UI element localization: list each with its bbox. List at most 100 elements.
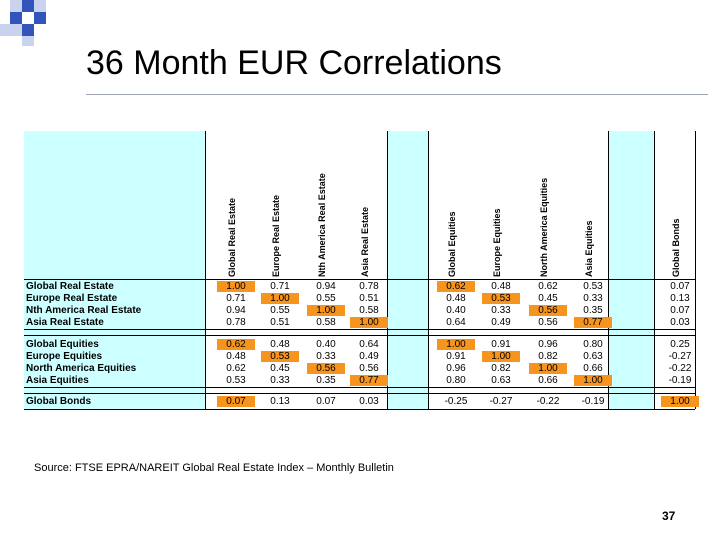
table-cell: 0.48 <box>226 351 246 362</box>
table-cell: 1.00 <box>217 281 255 292</box>
page-number: 37 <box>662 509 676 523</box>
table-cell: 0.33 <box>583 293 603 304</box>
table-cell: 0.53 <box>583 281 603 292</box>
table-cell: 0.03 <box>359 396 379 407</box>
row-label: North America Equities <box>26 363 137 374</box>
column-header: North America Equities <box>539 177 549 277</box>
table-cell: 0.48 <box>270 339 290 350</box>
correlation-table: Global Real Estate Europe Real Estate Nth … <box>24 131 699 410</box>
table-cell: 0.07 <box>670 281 690 292</box>
row-label: Global Real Estate <box>26 281 114 292</box>
row-label: Global Equities <box>26 339 99 350</box>
table-cell: 0.78 <box>226 317 246 328</box>
table-cell: 0.71 <box>270 281 290 292</box>
table-cell: 1.00 <box>437 339 475 350</box>
table-vline-0 <box>205 131 206 409</box>
table-cell: 0.71 <box>226 293 246 304</box>
column-header: Global Equities <box>447 211 457 277</box>
table-cell: 1.00 <box>574 375 612 386</box>
table-cell: 0.82 <box>538 351 558 362</box>
row-label: Europe Real Estate <box>26 293 118 304</box>
table-cell: 0.33 <box>270 375 290 386</box>
table-cell: 0.53 <box>261 351 299 362</box>
table-hline-3 <box>24 387 695 388</box>
table-cell: -0.27 <box>489 396 513 407</box>
table-hline-0 <box>24 279 695 280</box>
band-middle <box>387 131 428 409</box>
decorative-checker <box>0 0 80 60</box>
table-vline-4 <box>654 131 655 409</box>
table-cell: 0.51 <box>270 317 290 328</box>
row-label: Asia Real Estate <box>26 317 104 328</box>
table-cell: 0.64 <box>446 317 466 328</box>
band-left <box>24 131 205 409</box>
table-cell: -0.19 <box>581 396 605 407</box>
table-cell: 1.00 <box>482 351 520 362</box>
table-cell: 0.07 <box>217 396 255 407</box>
column-header: Global Real Estate <box>227 197 237 277</box>
table-cell: -0.25 <box>444 396 468 407</box>
table-cell: 1.00 <box>261 293 299 304</box>
table-vline-2 <box>428 131 429 409</box>
table-cell: 0.77 <box>574 317 612 328</box>
table-cell: 0.62 <box>226 363 246 374</box>
table-cell: 0.45 <box>538 293 558 304</box>
table-cell: 0.07 <box>670 305 690 316</box>
table-cell: 0.25 <box>670 339 690 350</box>
table-cell: 0.78 <box>359 281 379 292</box>
table-cell: -0.22 <box>668 363 692 374</box>
table-cell: 0.48 <box>491 281 511 292</box>
table-cell: 0.07 <box>316 396 336 407</box>
table-cell: 0.56 <box>307 363 345 374</box>
table-cell: 0.63 <box>583 351 603 362</box>
row-label: Asia Equities <box>26 375 89 386</box>
table-cell: 0.58 <box>359 305 379 316</box>
table-cell: 0.64 <box>359 339 379 350</box>
table-cell: 0.62 <box>217 339 255 350</box>
table-cell: 0.33 <box>491 305 511 316</box>
column-header: Nth America Real Estate <box>317 173 327 277</box>
table-hline-1 <box>24 329 695 330</box>
column-header: Europe Equities <box>492 208 502 277</box>
table-cell: 0.33 <box>316 351 336 362</box>
table-cell: -0.27 <box>668 351 692 362</box>
table-cell: 1.00 <box>661 396 699 407</box>
table-cell: 0.91 <box>491 339 511 350</box>
table-cell: 0.77 <box>350 375 388 386</box>
table-cell: 0.55 <box>316 293 336 304</box>
table-cell: 0.82 <box>491 363 511 374</box>
table-cell: 0.48 <box>446 293 466 304</box>
table-cell: 0.66 <box>583 363 603 374</box>
table-cell: 0.66 <box>538 375 558 386</box>
table-cell: 0.03 <box>670 317 690 328</box>
table-cell: 1.00 <box>529 363 567 374</box>
source-note: Source: FTSE EPRA/NAREIT Global Real Est… <box>34 462 394 474</box>
table-cell: 0.94 <box>316 281 336 292</box>
table-cell: 0.94 <box>226 305 246 316</box>
table-cell: 0.35 <box>316 375 336 386</box>
row-label: Global Bonds <box>26 396 91 407</box>
row-label: Europe Equities <box>26 351 103 362</box>
table-vline-5 <box>695 131 696 409</box>
table-cell: 0.49 <box>359 351 379 362</box>
table-cell: 0.40 <box>446 305 466 316</box>
column-header: Asia Equities <box>584 220 594 277</box>
table-cell: 1.00 <box>307 305 345 316</box>
table-cell: 0.80 <box>583 339 603 350</box>
table-cell: 0.35 <box>583 305 603 316</box>
column-header: Europe Real Estate <box>271 194 281 277</box>
band-right <box>608 131 654 409</box>
table-cell: 0.40 <box>316 339 336 350</box>
table-cell: 1.00 <box>350 317 388 328</box>
table-hline-5 <box>24 409 695 410</box>
table-cell: 0.13 <box>670 293 690 304</box>
table-cell: -0.22 <box>536 396 560 407</box>
table-cell: 0.62 <box>437 281 475 292</box>
table-cell: -0.19 <box>668 375 692 386</box>
table-hline-4 <box>24 393 695 394</box>
table-cell: 0.56 <box>538 317 558 328</box>
column-header: Asia Real Estate <box>360 206 370 277</box>
table-cell: 0.56 <box>529 305 567 316</box>
row-label: Nth America Real Estate <box>26 305 142 316</box>
table-cell: 0.63 <box>491 375 511 386</box>
